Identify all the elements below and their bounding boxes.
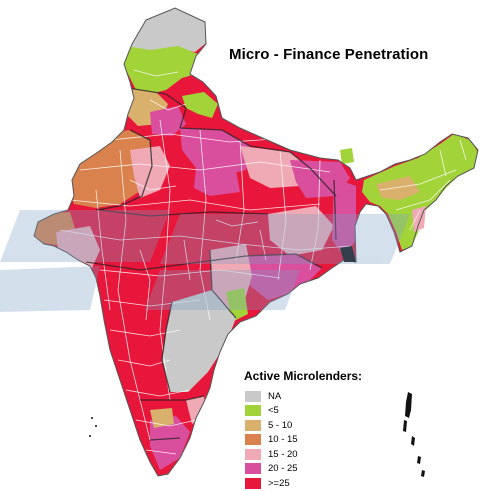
region-ne-tan bbox=[376, 176, 420, 200]
legend-item: NA bbox=[240, 389, 370, 404]
region-kashmir bbox=[110, 8, 220, 52]
legend-label: NA bbox=[268, 390, 282, 402]
legend-item: 20 - 25 bbox=[240, 462, 370, 477]
legend-swatch bbox=[245, 405, 261, 417]
ne-district-boundaries bbox=[379, 139, 467, 231]
map-title: Micro - Finance Penetration bbox=[229, 46, 429, 63]
legend-swatch bbox=[245, 434, 261, 446]
legend-label: >=25 bbox=[268, 477, 290, 489]
watermark bbox=[0, 210, 410, 312]
legend-items: NA <5 5 - 10 10 - 15 15 - 20 20 - 25 >=25 bbox=[240, 389, 370, 491]
region-south-tan bbox=[150, 408, 174, 428]
legend-item: >=25 bbox=[240, 476, 370, 491]
region-ne-pink bbox=[412, 206, 426, 232]
region-north-green bbox=[120, 45, 198, 94]
region-haryana bbox=[150, 106, 186, 136]
region-telangana-grey bbox=[162, 290, 236, 392]
legend-swatch bbox=[245, 448, 261, 460]
legend-swatch bbox=[245, 477, 261, 489]
legend-title: Active Microlenders: bbox=[244, 369, 363, 383]
legend-item: 5 - 10 bbox=[240, 418, 370, 433]
state-boundaries bbox=[85, 87, 337, 441]
legend-label: 20 - 25 bbox=[268, 463, 298, 475]
legend-label: 10 - 15 bbox=[268, 434, 298, 446]
region-uttarakhand-green bbox=[182, 92, 218, 118]
india-outline bbox=[33, 7, 479, 477]
region-jharkhand bbox=[268, 206, 334, 256]
region-kerala-tamil bbox=[150, 416, 190, 470]
legend-label: 5 - 10 bbox=[268, 419, 293, 431]
region-up-west bbox=[180, 128, 250, 176]
sundarbans-mark bbox=[340, 246, 356, 262]
region-odisha bbox=[246, 254, 322, 300]
legend-label: <5 bbox=[268, 405, 279, 417]
legend-label: 15 - 20 bbox=[268, 448, 298, 460]
andaman-nicobar-islands bbox=[403, 392, 425, 477]
legend-swatch bbox=[245, 419, 261, 431]
legend-item: 15 - 20 bbox=[240, 447, 370, 462]
region-bengal bbox=[332, 178, 356, 256]
region-up-east bbox=[240, 146, 310, 188]
lakshadweep-islands bbox=[89, 417, 97, 437]
legend-item: <5 bbox=[240, 404, 370, 419]
legend: Active Microlenders: NA <5 5 - 10 10 - 15 15… bbox=[240, 369, 370, 491]
district-boundaries bbox=[59, 69, 351, 455]
legend-item: 10 - 15 bbox=[240, 433, 370, 448]
legend-swatch bbox=[245, 390, 261, 402]
legend-swatch bbox=[245, 463, 261, 475]
region-up-central bbox=[194, 168, 240, 196]
region-sikkim bbox=[340, 148, 354, 164]
